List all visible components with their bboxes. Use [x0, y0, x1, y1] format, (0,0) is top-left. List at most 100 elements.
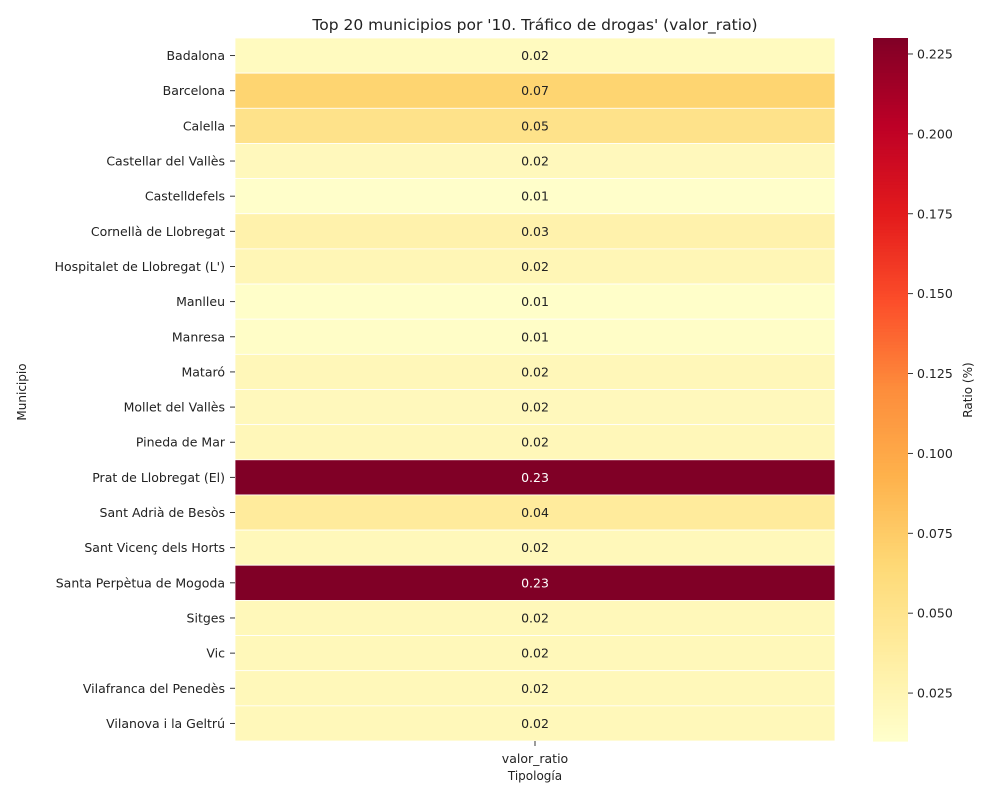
colorbar-tick-label: 0.100: [917, 446, 953, 461]
cell-value-label: 0.01: [521, 189, 549, 204]
y-tick-label: Sitges: [187, 610, 225, 625]
colorbar-gradient-strip: [873, 73, 908, 77]
colorbar-gradient-strip: [873, 268, 908, 272]
colorbar-gradient-strip: [873, 411, 908, 416]
colorbar-gradient-strip: [873, 498, 908, 502]
colorbar-gradient-strip: [873, 287, 908, 292]
heatmap-cells: 0.02 0.07 0.05 0.02 0.01 0.03 0.02 0.01 0.01 0.02…: [234, 37, 836, 742]
colorbar-gradient-strip: [873, 574, 908, 579]
colorbar-gradient-strip: [873, 159, 908, 164]
colorbar-gradient-strip: [873, 507, 908, 512]
colorbar-gradient-strip: [873, 264, 908, 269]
cell-value-label: 0.02: [521, 364, 549, 379]
colorbar-gradient-strip: [873, 415, 908, 419]
cell-value-label: 0.02: [521, 716, 549, 731]
colorbar-gradient-strip: [873, 737, 908, 742]
colorbar-gradient-strip: [873, 424, 908, 429]
colorbar-gradient-strip: [873, 709, 908, 713]
colorbar-gradient-strip: [873, 405, 908, 410]
colorbar-gradient-strip: [873, 635, 908, 640]
colorbar-gradient-strip: [873, 594, 908, 598]
colorbar-gradient-strip: [873, 578, 908, 582]
colorbar-gradient-strip: [873, 392, 908, 397]
colorbar-gradient-strip: [873, 459, 908, 464]
colorbar-gradient-strip: [873, 140, 908, 145]
colorbar-gradient-strip: [873, 555, 908, 560]
colorbar-gradient-strip: [873, 255, 908, 260]
colorbar-gradient-strip: [873, 469, 908, 474]
colorbar-gradient-strip: [873, 437, 908, 442]
colorbar-gradient-strip: [873, 146, 908, 151]
y-tick-label: Santa Perpètua de Mogoda: [56, 575, 225, 590]
colorbar-gradient-strip: [873, 223, 908, 228]
heatmap-cell: [234, 389, 836, 426]
colorbar-gradient-strip: [873, 705, 908, 710]
colorbar-gradient-strip: [873, 699, 908, 704]
heatmap-cell: [234, 529, 836, 566]
colorbar-gradient-strip: [873, 648, 908, 653]
colorbar-gradient-strip: [873, 229, 908, 234]
colorbar-gradient-strip: [873, 725, 908, 729]
heatmap-cell: [234, 600, 836, 636]
colorbar-gradient-strip: [873, 373, 908, 378]
colorbar-gradient-strip: [873, 213, 908, 218]
colorbar-gradient-strip: [873, 546, 908, 550]
colorbar-gradient-strip: [873, 367, 908, 371]
y-tick-label: Vic: [206, 646, 225, 661]
colorbar-gradient-strip: [873, 520, 908, 525]
colorbar-gradient-strip: [873, 625, 908, 630]
colorbar-gradient-strip: [873, 220, 908, 224]
colorbar-gradient-strip: [873, 184, 908, 189]
colorbar: 0.025 0.050 0.075 0.100 0.125 0.150 0.175 0.200…: [873, 38, 953, 742]
colorbar-gradient-strip: [873, 293, 908, 298]
colorbar-gradient-strip: [873, 200, 908, 205]
cell-value-label: 0.23: [521, 575, 549, 590]
colorbar-gradient-strip: [873, 261, 908, 266]
colorbar-gradient-strip: [873, 587, 908, 592]
colorbar-gradient-strip: [873, 661, 908, 665]
cell-value-label: 0.03: [521, 224, 549, 239]
colorbar-gradient-strip: [873, 418, 908, 423]
x-tick-label: valor_ratio: [502, 751, 568, 766]
colorbar-gradient-strip: [873, 517, 908, 522]
colorbar-gradient-strip: [873, 379, 908, 384]
heatmap-cell: [234, 424, 836, 461]
colorbar-gradient-strip: [873, 271, 908, 276]
colorbar-gradient-strip: [873, 114, 908, 119]
colorbar-gradient-strip: [873, 632, 908, 637]
colorbar-gradient-strip: [873, 386, 908, 391]
colorbar-gradient-strip: [873, 562, 908, 566]
y-tick-label: Sant Vicenç dels Horts: [84, 540, 225, 555]
y-tick-label: Vilafranca del Penedès: [83, 681, 225, 696]
colorbar-gradient-strip: [873, 645, 908, 649]
colorbar-gradient-strip: [873, 571, 908, 576]
colorbar-gradient-strip: [873, 149, 908, 154]
colorbar-gradient-strip: [873, 316, 908, 320]
colorbar-gradient-strip: [873, 290, 908, 295]
colorbar-gradient-strip: [873, 494, 908, 499]
cell-value-label: 0.02: [521, 610, 549, 625]
colorbar-gradient-strip: [873, 651, 908, 656]
y-tick-label: Mollet del Vallès: [124, 400, 225, 415]
colorbar-tick-label: 0.075: [917, 526, 953, 541]
colorbar-label: Ratio (%): [961, 362, 975, 417]
colorbar-gradient-strip: [873, 629, 908, 633]
colorbar-gradient-strip: [873, 105, 908, 109]
y-tick-label: Mataró: [181, 364, 225, 379]
colorbar-gradient-strip: [873, 204, 908, 208]
colorbar-gradient-strip: [873, 50, 908, 55]
colorbar-gradient-strip: [873, 667, 908, 672]
colorbar-gradient-strip: [873, 568, 908, 573]
colorbar-gradient-strip: [873, 248, 908, 253]
colorbar-gradient-strip: [873, 117, 908, 122]
colorbar-gradient-strip: [873, 376, 908, 381]
colorbar-gradient-strip: [873, 191, 908, 196]
colorbar-gradient-strip: [873, 683, 908, 688]
colorbar-gradient-strip: [873, 341, 908, 346]
colorbar-gradient-strip: [873, 370, 908, 375]
colorbar-gradient-strip: [873, 175, 908, 180]
colorbar-gradient-strip: [873, 130, 908, 135]
y-tick-label: Cornellà de Llobregat: [91, 224, 225, 239]
colorbar-gradient-strip: [873, 284, 908, 288]
colorbar-gradient-strip: [873, 453, 908, 458]
